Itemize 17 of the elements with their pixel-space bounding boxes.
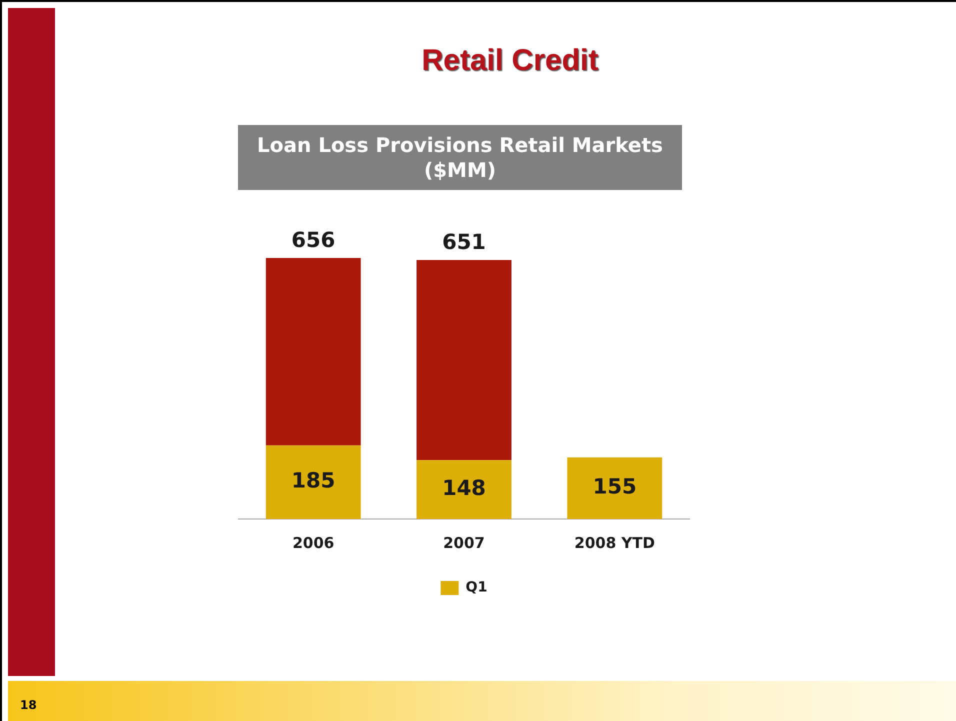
- legend-label: Q1: [466, 580, 488, 596]
- bar: [266, 445, 361, 519]
- chart-subtitle: Loan Loss Provisions Retail Markets ($MM): [238, 125, 682, 190]
- data-label: 148: [442, 476, 486, 500]
- data-label: 155: [592, 474, 637, 499]
- total-label: 651: [442, 230, 486, 254]
- x-tick-label: 2007: [443, 534, 485, 552]
- text: 18: [20, 698, 37, 712]
- chart-title: Retail Credit: [420, 44, 600, 78]
- bar: [416, 460, 512, 519]
- x-tick-label: 2006: [292, 534, 334, 552]
- x-tick-label: 2008 YTD: [574, 534, 655, 552]
- data-label: 185: [291, 468, 336, 493]
- bar: [416, 260, 512, 460]
- bar: [266, 258, 361, 446]
- bar: [567, 457, 662, 519]
- total-label: 656: [291, 228, 336, 252]
